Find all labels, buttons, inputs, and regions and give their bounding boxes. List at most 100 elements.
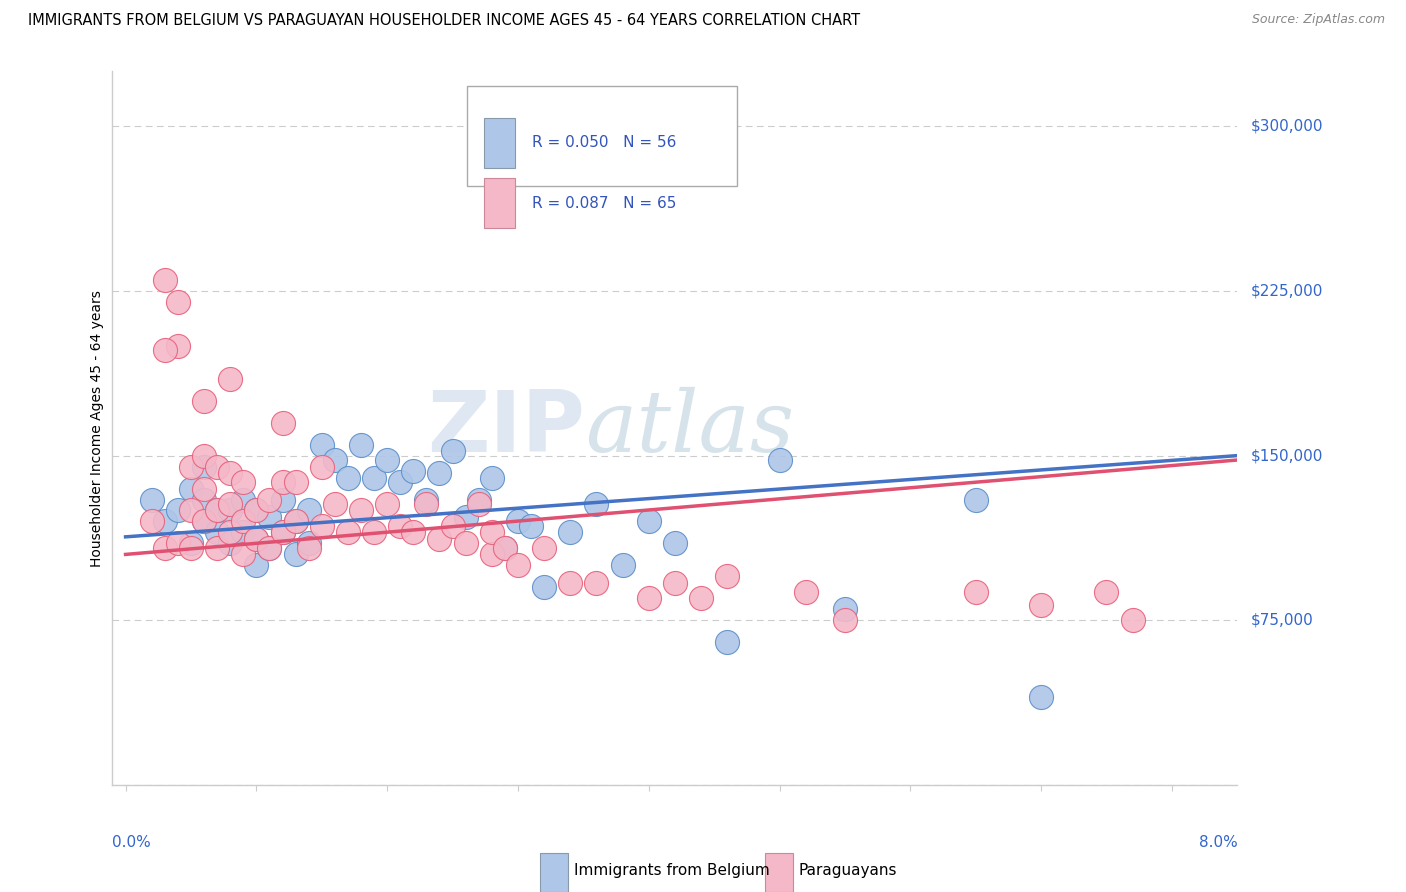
- Point: [141, 515, 163, 529]
- Point: [193, 459, 215, 474]
- Point: [245, 503, 267, 517]
- Point: [193, 515, 215, 529]
- Text: Immigrants from Belgium: Immigrants from Belgium: [574, 863, 769, 878]
- Point: [494, 541, 516, 555]
- Point: [350, 437, 373, 451]
- Text: $150,000: $150,000: [1251, 448, 1323, 463]
- Point: [1122, 613, 1144, 627]
- Point: [1029, 598, 1052, 612]
- Point: [167, 503, 190, 517]
- Point: [245, 532, 267, 546]
- Point: [429, 466, 451, 480]
- Text: 0.0%: 0.0%: [112, 835, 152, 850]
- Point: [506, 515, 529, 529]
- Point: [716, 569, 738, 583]
- Point: [965, 584, 987, 599]
- Point: [180, 541, 202, 555]
- Point: [141, 492, 163, 507]
- Point: [298, 503, 321, 517]
- Point: [298, 536, 321, 550]
- Point: [363, 470, 385, 484]
- Bar: [484, 118, 515, 168]
- Point: [167, 294, 190, 309]
- Point: [965, 492, 987, 507]
- Point: [1095, 584, 1118, 599]
- Point: [429, 532, 451, 546]
- Point: [454, 536, 477, 550]
- Point: [284, 475, 307, 489]
- Point: [794, 584, 817, 599]
- Text: Paraguayans: Paraguayans: [799, 863, 897, 878]
- Point: [259, 541, 281, 555]
- Point: [259, 541, 281, 555]
- Bar: [540, 853, 568, 892]
- Point: [415, 492, 437, 507]
- Point: [205, 525, 228, 540]
- Point: [232, 515, 254, 529]
- Point: [664, 536, 686, 550]
- Point: [153, 541, 176, 555]
- Point: [193, 393, 215, 408]
- Point: [193, 515, 215, 529]
- Point: [533, 580, 555, 594]
- Point: [467, 492, 489, 507]
- Point: [585, 576, 607, 591]
- Point: [363, 525, 385, 540]
- Point: [546, 163, 568, 178]
- Point: [219, 372, 242, 386]
- Point: [232, 492, 254, 507]
- Point: [637, 515, 659, 529]
- Text: $300,000: $300,000: [1251, 119, 1323, 134]
- Point: [533, 541, 555, 555]
- Point: [311, 459, 333, 474]
- Point: [219, 497, 242, 511]
- Point: [284, 515, 307, 529]
- Point: [336, 470, 359, 484]
- Point: [167, 339, 190, 353]
- Point: [585, 497, 607, 511]
- Text: Source: ZipAtlas.com: Source: ZipAtlas.com: [1251, 13, 1385, 27]
- Point: [193, 449, 215, 463]
- Point: [271, 416, 294, 430]
- Point: [298, 541, 321, 555]
- Point: [664, 576, 686, 591]
- Point: [219, 466, 242, 480]
- Point: [375, 453, 398, 467]
- Point: [180, 482, 202, 496]
- Point: [311, 437, 333, 451]
- Point: [690, 591, 713, 606]
- Point: [389, 519, 412, 533]
- Point: [311, 519, 333, 533]
- Point: [389, 475, 412, 489]
- Point: [153, 515, 176, 529]
- Point: [612, 152, 634, 166]
- Point: [284, 548, 307, 562]
- Point: [205, 503, 228, 517]
- Point: [219, 525, 242, 540]
- Point: [205, 503, 228, 517]
- Point: [415, 497, 437, 511]
- Point: [323, 497, 346, 511]
- Point: [336, 525, 359, 540]
- Point: [481, 163, 503, 178]
- Point: [153, 273, 176, 287]
- Point: [180, 503, 202, 517]
- Point: [834, 602, 856, 616]
- Point: [520, 519, 543, 533]
- Text: IMMIGRANTS FROM BELGIUM VS PARAGUAYAN HOUSEHOLDER INCOME AGES 45 - 64 YEARS CORR: IMMIGRANTS FROM BELGIUM VS PARAGUAYAN HO…: [28, 13, 860, 29]
- Point: [467, 497, 489, 511]
- Point: [205, 459, 228, 474]
- Point: [245, 558, 267, 573]
- Point: [481, 470, 503, 484]
- Point: [180, 536, 202, 550]
- Point: [494, 541, 516, 555]
- Point: [454, 510, 477, 524]
- Point: [560, 525, 582, 540]
- Point: [167, 536, 190, 550]
- Point: [1029, 690, 1052, 705]
- Text: $75,000: $75,000: [1251, 613, 1315, 628]
- Point: [259, 492, 281, 507]
- Point: [402, 464, 425, 478]
- Point: [375, 497, 398, 511]
- Point: [271, 475, 294, 489]
